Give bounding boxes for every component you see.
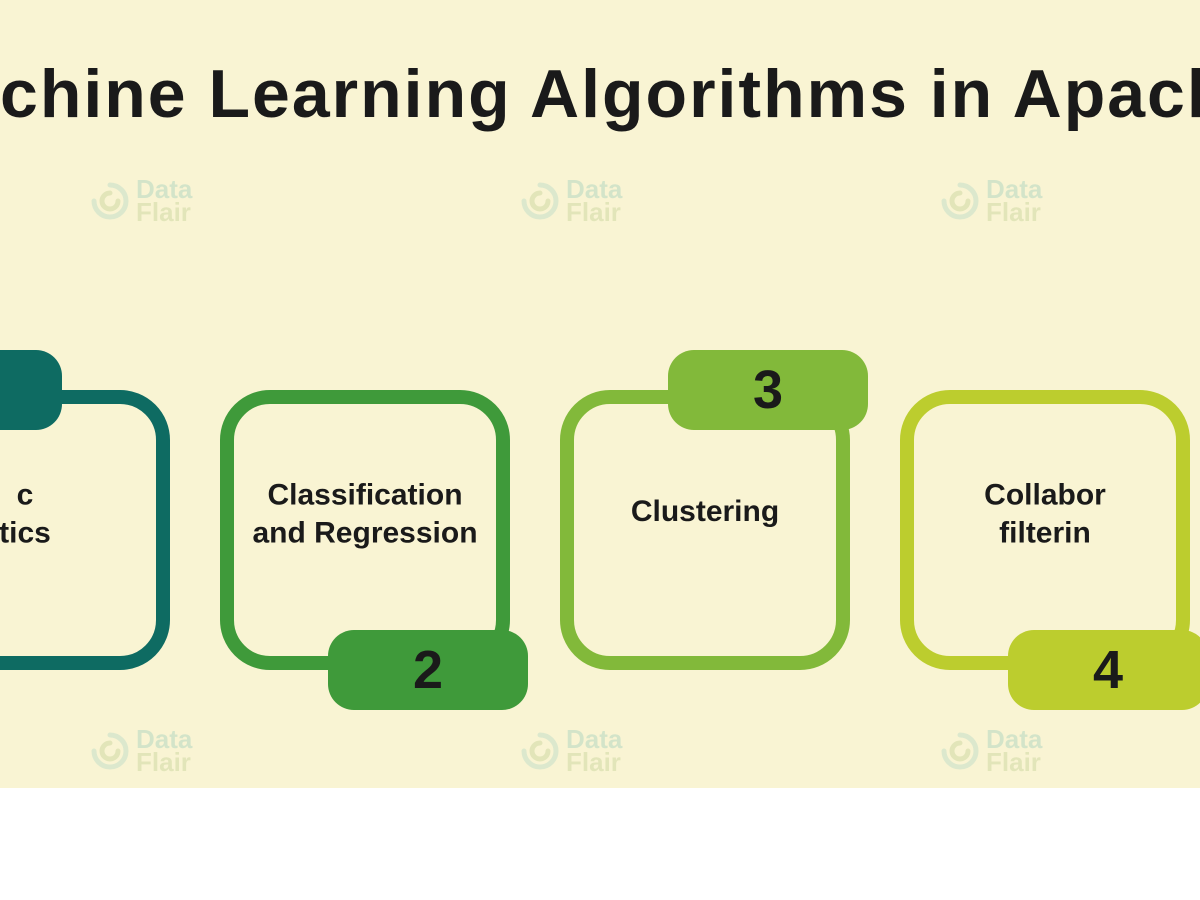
card-label: Classification and Regression <box>249 476 481 551</box>
card-1: 1 ctics <box>0 350 170 670</box>
card-3: 3Clustering <box>560 350 850 670</box>
card-label: Collaborfilterin <box>929 476 1161 551</box>
cards-row: 1ctics2Classification and Regression3Clu… <box>0 350 1200 670</box>
card-number-tab: 4 <box>1008 630 1200 710</box>
watermark: DataFlair <box>90 178 192 225</box>
card-4: 4Collaborfilterin <box>900 350 1190 670</box>
watermark: DataFlair <box>940 728 1042 775</box>
watermark: DataFlair <box>520 178 622 225</box>
watermark: DataFlair <box>90 728 192 775</box>
bottom-band <box>0 788 1200 900</box>
card-number-tab: 1 <box>0 350 62 430</box>
card-number-tab: 2 <box>328 630 528 710</box>
card-label: ctics <box>0 476 141 551</box>
watermark: DataFlair <box>520 728 622 775</box>
card-2: 2Classification and Regression <box>220 350 510 670</box>
card-label: Clustering <box>589 493 821 531</box>
page-title: chine Learning Algorithms in Apache Spa <box>0 55 1200 133</box>
card-number-tab: 3 <box>668 350 868 430</box>
watermark: DataFlair <box>940 178 1042 225</box>
